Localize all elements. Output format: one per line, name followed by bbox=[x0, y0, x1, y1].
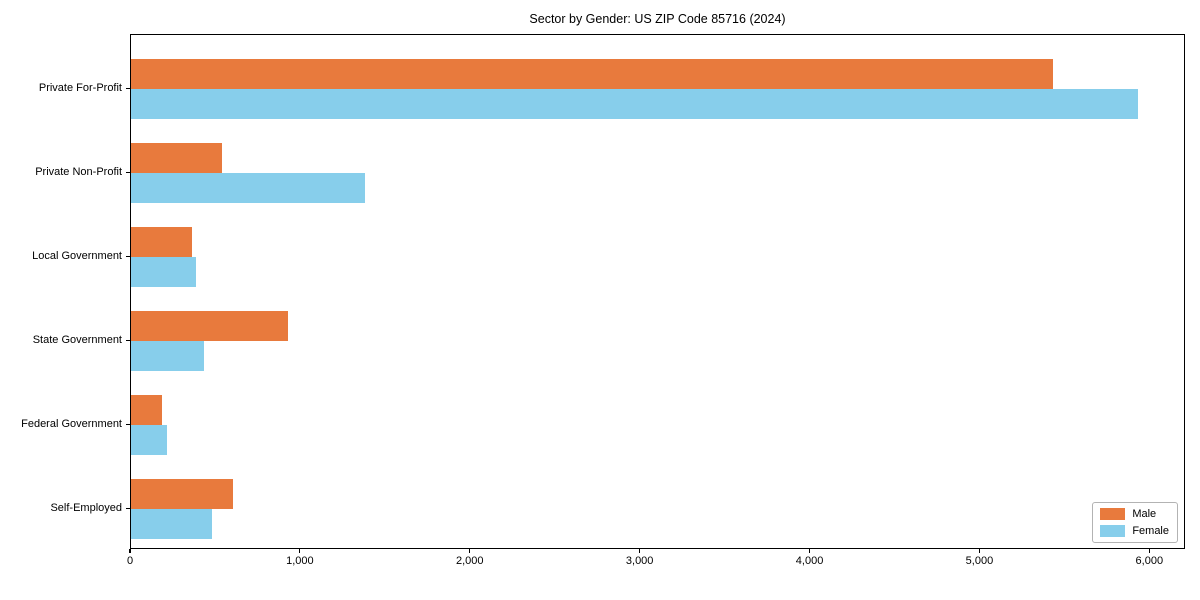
bar-female-private-for-profit bbox=[131, 89, 1138, 119]
bar-female-self-employed bbox=[131, 509, 212, 539]
x-axis-tick bbox=[299, 549, 301, 553]
bar-male-state-government bbox=[131, 311, 288, 341]
x-axis-tick bbox=[639, 549, 641, 553]
y-axis-label-local-government: Local Government bbox=[32, 250, 122, 262]
x-axis-tick-label: 3,000 bbox=[625, 555, 654, 567]
legend-item-male: Male bbox=[1100, 508, 1169, 520]
y-axis-label-federal-government: Federal Government bbox=[21, 418, 122, 430]
legend-label-female: Female bbox=[1132, 525, 1169, 537]
y-axis-label-state-government: State Government bbox=[32, 334, 122, 346]
bar-male-federal-government bbox=[131, 395, 162, 425]
bar-female-local-government bbox=[131, 257, 196, 287]
bar-female-federal-government bbox=[131, 425, 167, 455]
x-axis-tick bbox=[469, 549, 471, 553]
x-axis-tick-label: 4,000 bbox=[795, 555, 824, 567]
x-axis-tick bbox=[129, 549, 131, 553]
legend-label-male: Male bbox=[1132, 508, 1157, 520]
legend: Male Female bbox=[1092, 502, 1178, 543]
x-axis-tick-label: 6,000 bbox=[1135, 555, 1164, 567]
x-axis-tick bbox=[808, 549, 811, 553]
y-axis-tick bbox=[126, 255, 130, 257]
bar-female-private-non-profit bbox=[131, 173, 365, 203]
legend-item-female: Female bbox=[1100, 525, 1169, 537]
y-axis-tick bbox=[126, 423, 130, 425]
bar-male-private-for-profit bbox=[131, 59, 1053, 89]
y-axis-tick bbox=[126, 507, 130, 509]
bar-male-local-government bbox=[131, 227, 192, 257]
y-axis-tick bbox=[126, 171, 130, 173]
x-axis-tick bbox=[1148, 549, 1150, 553]
x-axis-tick-label: 2,000 bbox=[456, 555, 484, 567]
bar-male-self-employed bbox=[131, 479, 233, 509]
y-axis-tick bbox=[126, 339, 130, 341]
plot-area: Male Female bbox=[130, 34, 1185, 549]
y-axis-label-private-for-profit: Private For-Profit bbox=[38, 82, 122, 94]
y-axis-label-self-employed: Self-Employed bbox=[50, 502, 122, 514]
bar-male-private-non-profit bbox=[131, 143, 222, 173]
bar-female-state-government bbox=[131, 341, 204, 371]
y-axis-label-private-non-profit: Private Non-Profit bbox=[35, 166, 122, 178]
x-axis-tick bbox=[978, 549, 981, 553]
x-axis-tick-label: 5,000 bbox=[965, 555, 994, 567]
chart-title: Sector by Gender: US ZIP Code 85716 (202… bbox=[529, 12, 786, 26]
legend-swatch-male-icon bbox=[1100, 508, 1126, 520]
legend-swatch-female-icon bbox=[1100, 525, 1126, 537]
x-axis-tick-label: 0 bbox=[126, 555, 134, 567]
x-axis-tick-label: 1,000 bbox=[286, 555, 314, 567]
y-axis-tick bbox=[126, 87, 130, 89]
